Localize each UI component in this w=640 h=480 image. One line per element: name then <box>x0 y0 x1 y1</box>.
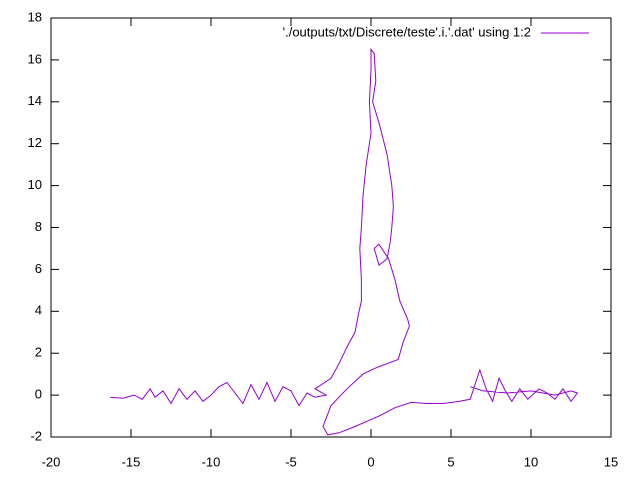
y-tick-label: 2 <box>35 345 42 360</box>
plot-border <box>50 17 612 438</box>
y-tick-label: 12 <box>28 135 42 150</box>
x-tick-label: -15 <box>122 454 141 469</box>
y-tick-label: 8 <box>35 219 42 234</box>
x-tick-label: 10 <box>524 454 538 469</box>
y-tick-label: -2 <box>30 428 42 443</box>
y-tick-label: 14 <box>28 93 42 108</box>
y-tick-label: 6 <box>35 261 42 276</box>
data-line <box>110 47 579 436</box>
y-tick-label: 0 <box>35 387 42 402</box>
y-tick-label: 16 <box>28 51 42 66</box>
y-tick-label: 10 <box>28 177 42 192</box>
x-tick-label: 5 <box>447 454 454 469</box>
y-tick-label: 4 <box>35 303 42 318</box>
legend-label: './outputs/txt/Discrete/teste'.i.'.dat' … <box>283 24 531 39</box>
y-tick-label: 18 <box>28 9 42 24</box>
x-tick-label: -5 <box>285 454 297 469</box>
x-tick-label: 0 <box>367 454 374 469</box>
x-tick-label: -20 <box>42 454 61 469</box>
x-tick-label: -10 <box>202 454 221 469</box>
x-tick-label: 15 <box>604 454 618 469</box>
